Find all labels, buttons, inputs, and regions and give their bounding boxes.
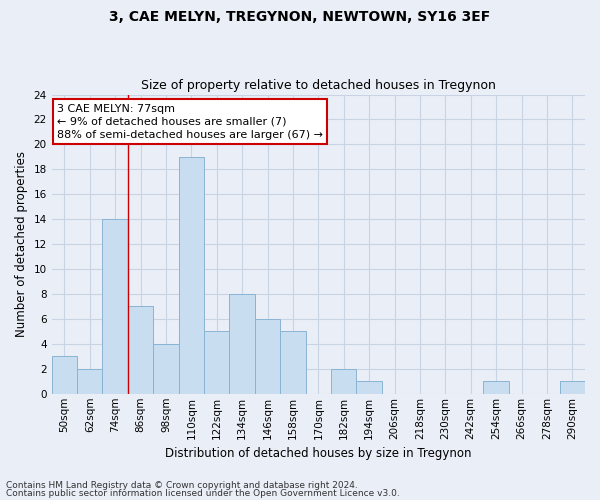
Bar — [331, 369, 356, 394]
Text: 3 CAE MELYN: 77sqm
← 9% of detached houses are smaller (7)
88% of semi-detached : 3 CAE MELYN: 77sqm ← 9% of detached hous… — [57, 104, 323, 140]
Bar — [153, 344, 179, 394]
X-axis label: Distribution of detached houses by size in Tregynon: Distribution of detached houses by size … — [165, 447, 472, 460]
Bar — [280, 332, 305, 394]
Bar — [560, 382, 585, 394]
Title: Size of property relative to detached houses in Tregynon: Size of property relative to detached ho… — [141, 79, 496, 92]
Bar — [77, 369, 103, 394]
Bar — [229, 294, 255, 394]
Bar — [356, 382, 382, 394]
Bar — [179, 157, 204, 394]
Text: Contains HM Land Registry data © Crown copyright and database right 2024.: Contains HM Land Registry data © Crown c… — [6, 481, 358, 490]
Text: 3, CAE MELYN, TREGYNON, NEWTOWN, SY16 3EF: 3, CAE MELYN, TREGYNON, NEWTOWN, SY16 3E… — [109, 10, 491, 24]
Bar — [484, 382, 509, 394]
Bar — [255, 319, 280, 394]
Bar — [204, 332, 229, 394]
Bar — [52, 356, 77, 394]
Bar — [103, 219, 128, 394]
Y-axis label: Number of detached properties: Number of detached properties — [15, 151, 28, 337]
Text: Contains public sector information licensed under the Open Government Licence v3: Contains public sector information licen… — [6, 488, 400, 498]
Bar — [128, 306, 153, 394]
